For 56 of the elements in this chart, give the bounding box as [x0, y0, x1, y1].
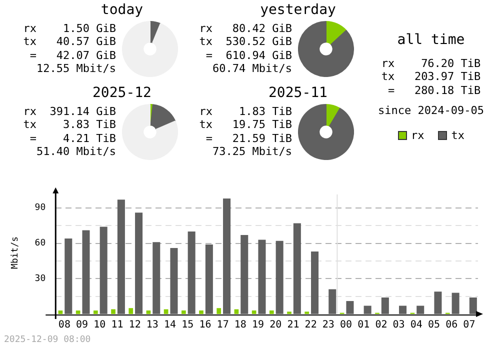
text: rx 76.20 TiB [380, 57, 482, 70]
x-tick-label: 07 [463, 320, 476, 331]
text: rx 1.83 TiB [198, 105, 292, 118]
y-tick-label: 60 [34, 238, 46, 249]
x-tick-label: 11 [111, 320, 124, 331]
y-axis-title: Mbit/s [10, 236, 21, 269]
x-tick-label: 21 [287, 320, 300, 331]
x-tick-label: 12 [128, 320, 141, 331]
text: rx 391.14 GiB [22, 105, 116, 118]
x-tick-label: 03 [392, 320, 405, 331]
legend-label: tx [450, 129, 464, 142]
x-tick-label: 02 [375, 320, 388, 331]
text: 12.55 Mbit/s [36, 62, 116, 75]
legend-label: rx [410, 129, 424, 142]
x-tick-label: 19 [252, 320, 264, 331]
x-tick-label: 15 [182, 320, 194, 331]
x-tick-label: 01 [358, 320, 370, 331]
text: = 280.18 TiB [386, 84, 482, 97]
text: since 2024-09-05 [377, 104, 485, 117]
y-tick-label: 30 [34, 274, 46, 284]
x-tick-label: 00 [340, 320, 352, 331]
x-tick-label: 06 [446, 320, 458, 331]
text: = 610.94 GiB [204, 49, 292, 62]
text: tx 530.52 GiB [198, 35, 292, 48]
chart-title: yesterday [259, 2, 337, 18]
x-tick-label: 20 [270, 320, 282, 331]
chart-title: 2025-12 [91, 85, 152, 101]
text: tx 3.83 TiB [22, 118, 116, 131]
chart-title: 2025-11 [267, 85, 328, 101]
x-tick-label: 18 [234, 320, 246, 331]
x-tick-label: 17 [216, 320, 229, 331]
x-tick-label: 13 [146, 320, 158, 331]
text: rx 1.50 GiB [22, 22, 116, 35]
x-tick-label: 10 [94, 320, 106, 331]
text: = 21.59 TiB [204, 132, 292, 145]
x-tick-label: 08 [58, 320, 70, 331]
text: all time [396, 32, 466, 48]
text: tx 19.75 TiB [198, 118, 292, 131]
text: 73.25 Mbit/s [212, 145, 292, 158]
text: 51.40 Mbit/s [36, 145, 116, 158]
text: tx 40.57 GiB [22, 35, 116, 48]
text: tx 203.97 TiB [380, 70, 482, 83]
x-tick-label: 05 [428, 320, 440, 331]
x-tick-label: 16 [199, 320, 212, 331]
y-tick-label: 90 [34, 203, 46, 214]
text: = 4.21 TiB [28, 132, 116, 145]
x-tick-label: 09 [76, 320, 88, 331]
x-tick-label: 14 [164, 320, 176, 331]
text: rx 80.42 GiB [198, 22, 292, 35]
x-tick-label: 22 [304, 320, 317, 331]
x-tick-label: 04 [410, 320, 422, 331]
text: 60.74 Mbit/s [212, 62, 292, 75]
text: = 42.07 GiB [28, 49, 116, 62]
x-tick-label: 23 [322, 320, 334, 331]
text: 2025-12-09 08:00 [4, 334, 91, 347]
chart-title: today [100, 2, 144, 18]
